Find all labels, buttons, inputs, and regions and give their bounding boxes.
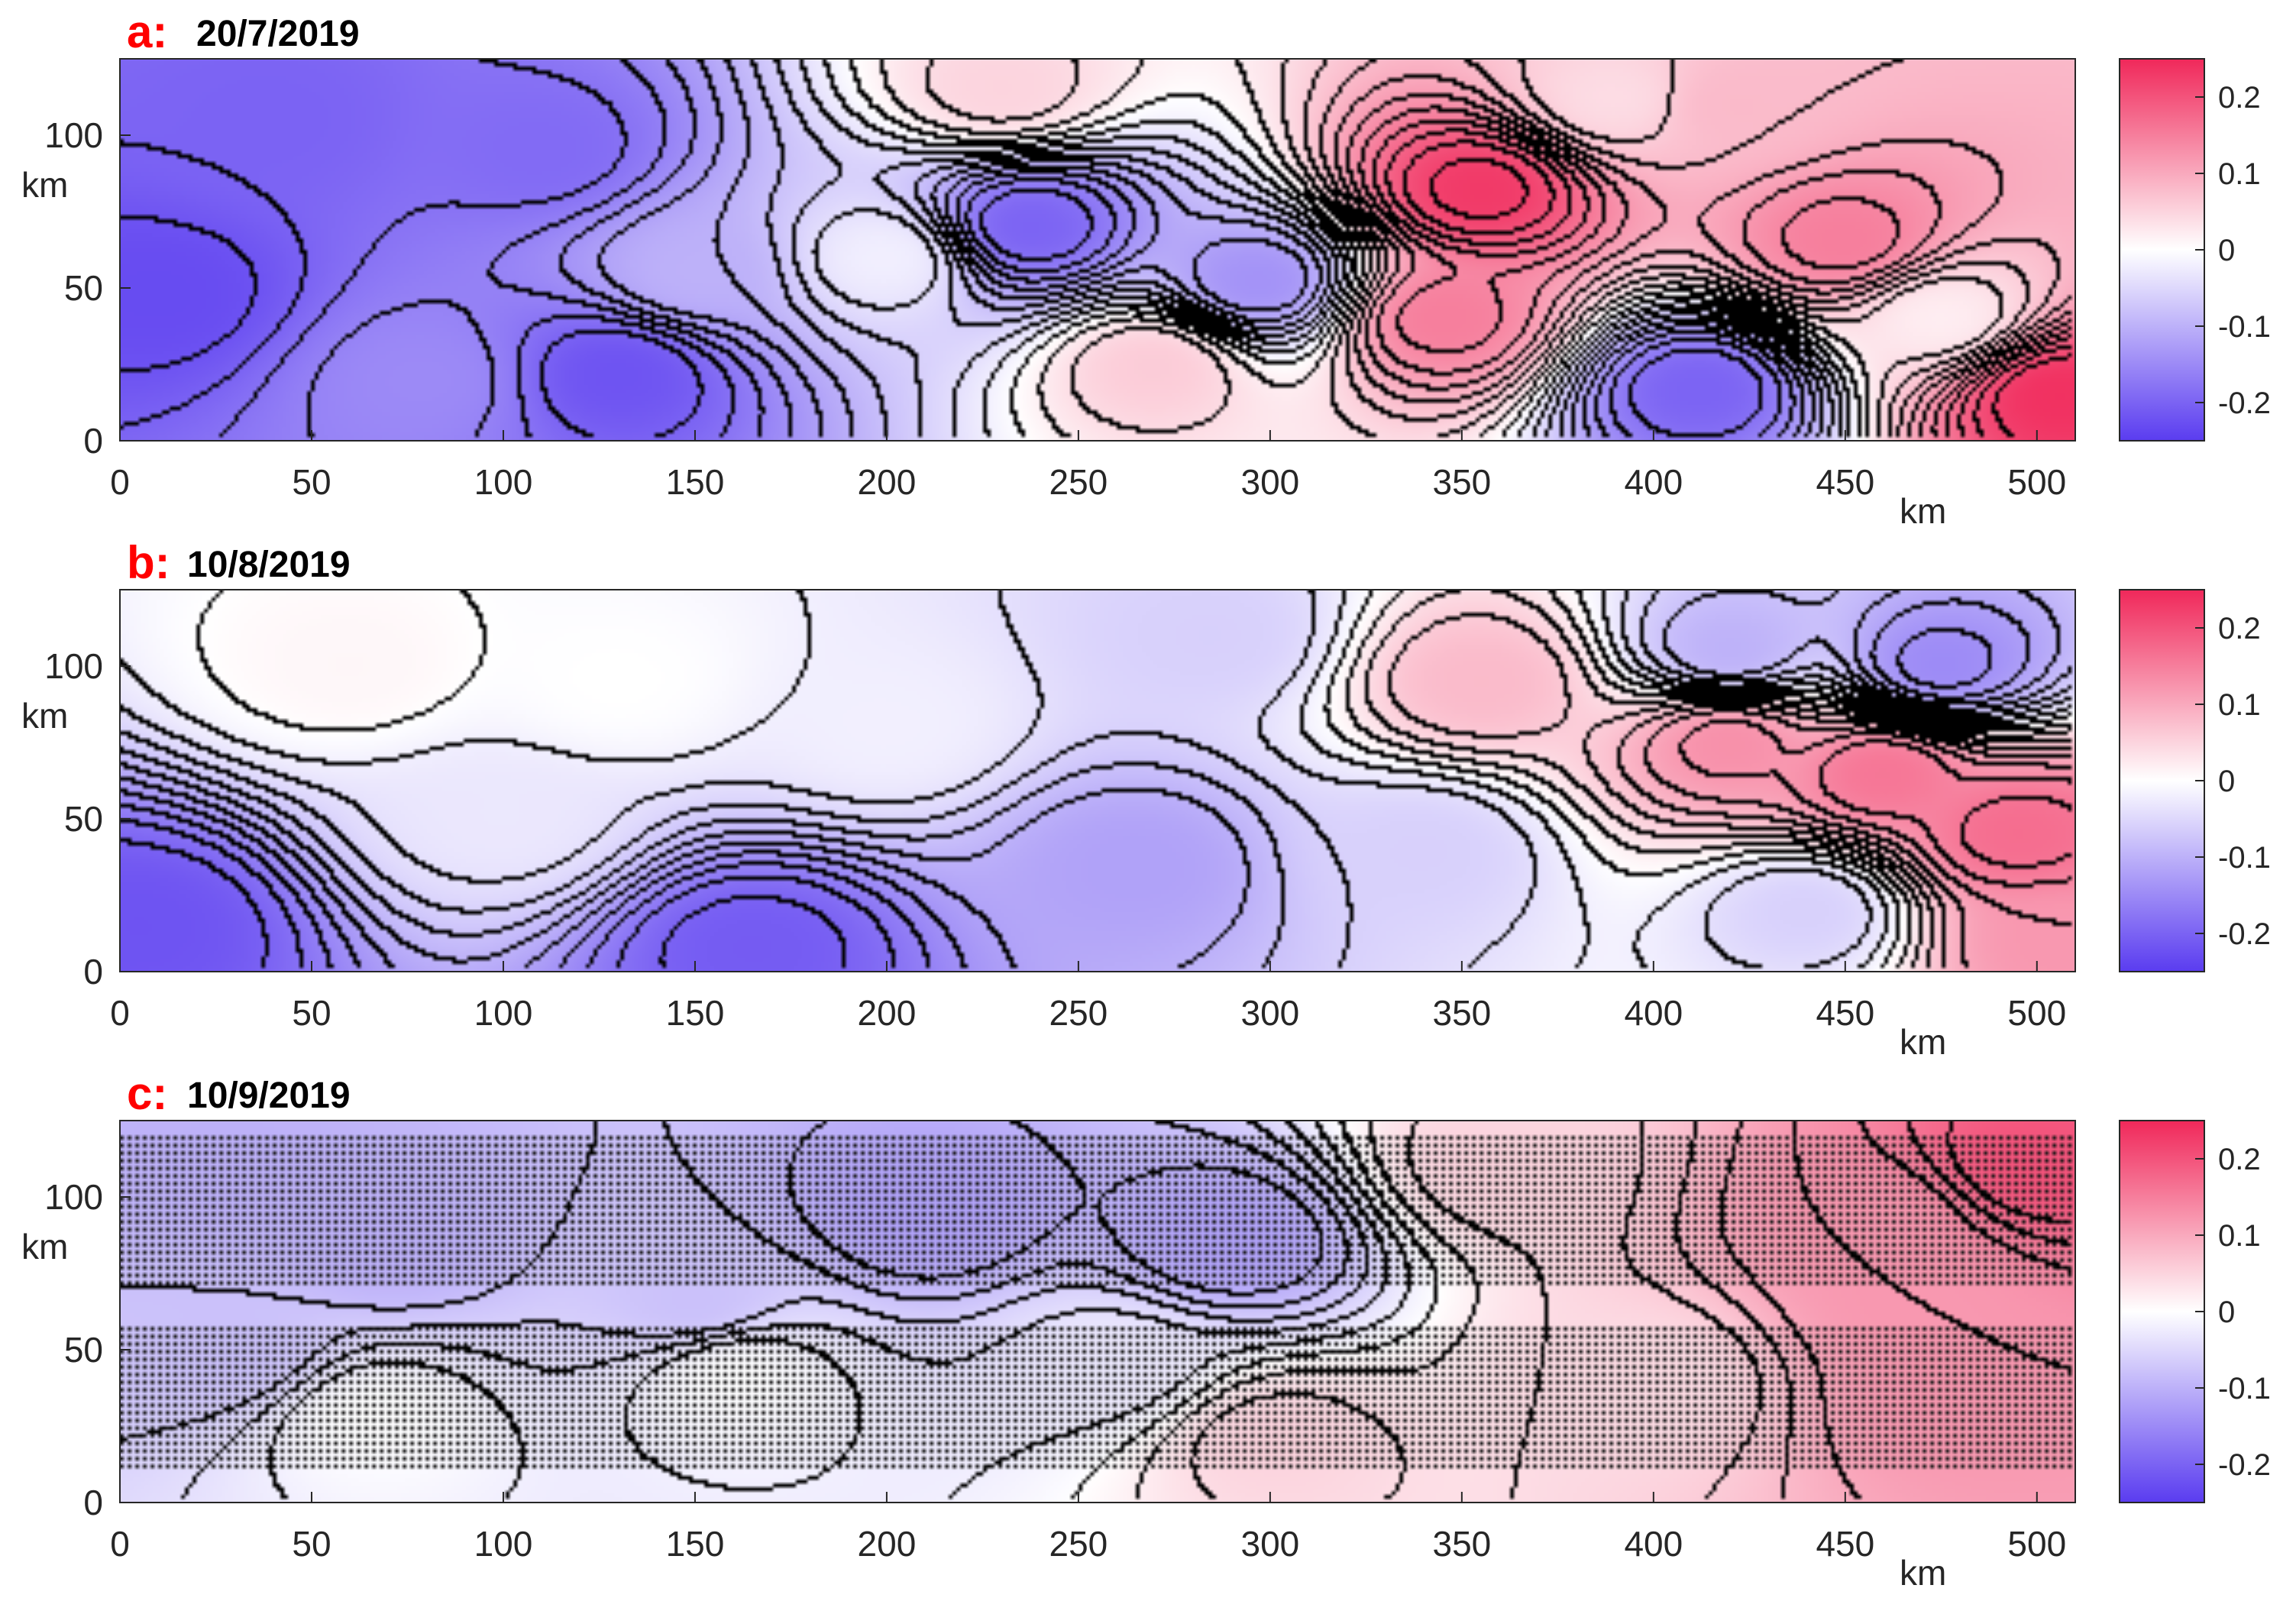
colorbar-tick-label: -0.2 <box>2218 387 2271 420</box>
colorbar-a: 0.2 0.1 0 -0.1 -0.2 <box>2119 58 2271 442</box>
x-unit-label-b: km <box>1900 1022 1946 1062</box>
colorbar-tick-label: 0.1 <box>2218 1219 2261 1253</box>
x-tick-label: 50 <box>292 1524 331 1564</box>
plot-frame-a <box>119 58 2076 442</box>
x-tick-label: 400 <box>1624 1524 1683 1564</box>
x-tick-label: 250 <box>1049 1524 1108 1564</box>
colorbar-a-bar <box>2119 58 2205 442</box>
panel-c-letter: c: <box>127 1068 167 1119</box>
field-image-a <box>120 59 2075 441</box>
colorbar-a-ticks: 0.2 0.1 0 -0.1 -0.2 <box>2195 81 2271 420</box>
plot-area-a <box>119 58 2076 442</box>
x-tick-label: 150 <box>666 462 725 502</box>
x-unit-label-a: km <box>1900 491 1946 531</box>
colorbar-tick-label: -0.2 <box>2218 917 2271 951</box>
panel-b-date: 10/8/2019 <box>187 545 351 585</box>
colorbar-tick-label: 0.2 <box>2218 81 2261 115</box>
x-unit-label-c: km <box>1900 1553 1946 1593</box>
plot-area-c <box>119 1120 2076 1503</box>
x-tick-label: 300 <box>1241 462 1300 502</box>
x-tick-label: 100 <box>474 993 533 1033</box>
colorbar-c: 0.2 0.1 0 -0.1 -0.2 <box>2119 1120 2271 1503</box>
x-tick-label: 250 <box>1049 462 1108 502</box>
y-unit-label-a: km <box>21 165 68 205</box>
x-tick-label: 200 <box>858 1524 917 1564</box>
x-tick-label: 350 <box>1432 1524 1491 1564</box>
panel-c-date: 10/9/2019 <box>187 1076 351 1116</box>
x-tick-label: 300 <box>1241 993 1300 1033</box>
x-tick-label: 450 <box>1816 993 1874 1033</box>
colorbar-tick-label: 0 <box>2218 234 2235 267</box>
x-tick-label: 300 <box>1241 1524 1300 1564</box>
y-axis-b: 0 50 100 <box>44 646 131 991</box>
y-tick-label: 100 <box>44 646 103 686</box>
colorbar-tick-label: -0.2 <box>2218 1448 2271 1482</box>
y-tick-label: 50 <box>64 1330 103 1370</box>
colorbar-tick-label: -0.1 <box>2218 310 2271 344</box>
colorbar-tick-label: 0 <box>2218 1296 2235 1329</box>
colorbar-tick-label: -0.1 <box>2218 1372 2271 1406</box>
colorbar-tick-label: 0.2 <box>2218 1143 2261 1176</box>
x-tick-label: 450 <box>1816 462 1874 502</box>
colorbar-c-ticks: 0.2 0.1 0 -0.1 -0.2 <box>2195 1143 2271 1482</box>
x-tick-label: 350 <box>1432 462 1491 502</box>
x-tick-label: 500 <box>2007 1524 2066 1564</box>
panel-c: c: 10/9/2019 0 50 100 150 200 250 300 350 400 450… <box>21 1068 2271 1593</box>
x-tick-label: 350 <box>1432 993 1491 1033</box>
x-tick-label: 50 <box>292 993 331 1033</box>
x-tick-label: 150 <box>666 993 725 1033</box>
colorbar-tick-label: -0.1 <box>2218 841 2271 875</box>
y-tick-label: 100 <box>44 115 103 155</box>
y-tick-label: 0 <box>83 421 103 461</box>
plot-area-b <box>119 589 2076 972</box>
y-tick-label: 0 <box>83 952 103 991</box>
colorbar-c-bar <box>2119 1120 2205 1503</box>
panel-a: a: 20/7/2019 0 50 100 150 200 250 300 350 400 450… <box>21 6 2271 531</box>
field-image-b <box>120 590 2075 972</box>
plot-frame-c <box>119 1120 2076 1503</box>
y-tick-label: 50 <box>64 799 103 839</box>
x-tick-label: 50 <box>292 462 331 502</box>
y-axis-a: 0 50 100 <box>44 115 131 461</box>
y-tick-label: 0 <box>83 1483 103 1522</box>
colorbar-b: 0.2 0.1 0 -0.1 -0.2 <box>2119 589 2271 972</box>
x-tick-label: 100 <box>474 1524 533 1564</box>
x-axis-c: 0 50 100 150 200 250 300 350 400 450 500 <box>110 1492 2066 1564</box>
field-image-c <box>120 1121 2075 1503</box>
panel-a-date: 20/7/2019 <box>196 14 360 54</box>
y-unit-label-b: km <box>21 696 68 736</box>
x-tick-label: 200 <box>858 993 917 1033</box>
x-tick-label: 450 <box>1816 1524 1874 1564</box>
colorbar-tick-label: 0.1 <box>2218 157 2261 191</box>
x-tick-label: 0 <box>110 1524 130 1564</box>
colorbar-b-ticks: 0.2 0.1 0 -0.1 -0.2 <box>2195 612 2271 951</box>
colorbar-tick-label: 0.2 <box>2218 612 2261 645</box>
x-tick-label: 100 <box>474 462 533 502</box>
colorbar-tick-label: 0.1 <box>2218 688 2261 722</box>
x-tick-label: 250 <box>1049 993 1108 1033</box>
x-axis-b: 0 50 100 150 200 250 300 350 400 450 500 <box>110 961 2066 1033</box>
y-tick-label: 50 <box>64 268 103 308</box>
panel-a-letter: a: <box>127 6 167 57</box>
x-tick-label: 150 <box>666 1524 725 1564</box>
x-tick-label: 400 <box>1624 462 1683 502</box>
panel-b-letter: b: <box>127 537 170 588</box>
x-tick-label: 0 <box>110 993 130 1033</box>
x-tick-label: 0 <box>110 462 130 502</box>
y-tick-label: 100 <box>44 1177 103 1217</box>
colorbar-b-bar <box>2119 589 2205 972</box>
x-tick-label: 500 <box>2007 462 2066 502</box>
y-unit-label-c: km <box>21 1227 68 1266</box>
y-axis-c: 0 50 100 <box>44 1177 131 1522</box>
x-tick-label: 200 <box>858 462 917 502</box>
colorbar-tick-label: 0 <box>2218 765 2235 798</box>
x-tick-label: 500 <box>2007 993 2066 1033</box>
panel-b: b: 10/8/2019 0 50 100 150 200 250 300 350 400 450… <box>21 537 2271 1062</box>
plot-frame-b <box>119 589 2076 972</box>
x-tick-label: 400 <box>1624 993 1683 1033</box>
x-axis-a: 0 50 100 150 200 250 300 350 400 450 500 <box>110 430 2066 502</box>
